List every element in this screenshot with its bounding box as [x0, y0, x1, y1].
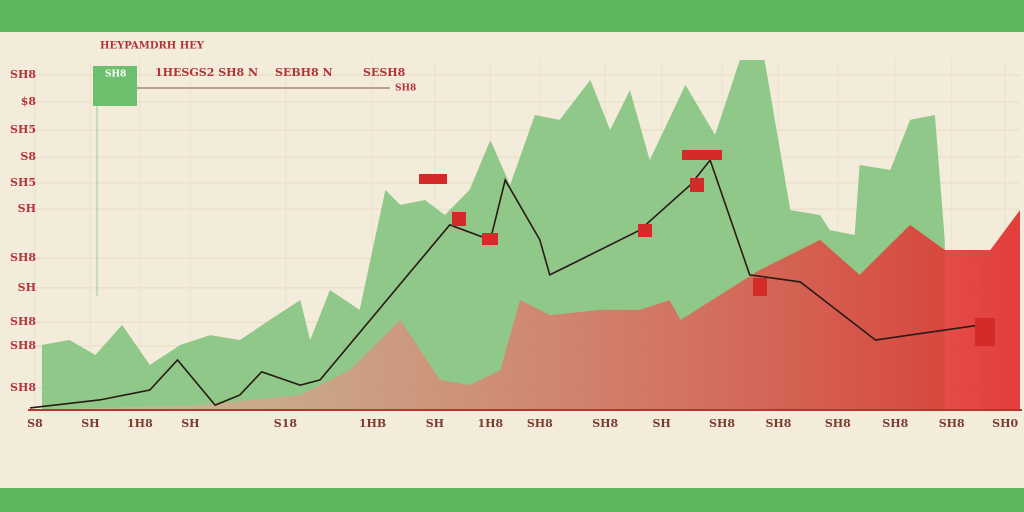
y-tick-label: SH8 — [10, 315, 36, 328]
y-tick-label: SH — [18, 202, 36, 215]
x-tick-label: SH8 — [765, 417, 791, 430]
y-tick-label: SH8 — [10, 381, 36, 394]
x-tick-label: 1HB — [359, 417, 386, 430]
x-tick-label: SH8 — [939, 417, 965, 430]
annotation: 1HESGS2 SH8 N — [155, 66, 258, 79]
x-tick-label: SH8 — [527, 417, 553, 430]
x-tick-label: SH — [181, 417, 199, 430]
annotation: SH8 — [105, 70, 126, 80]
area — [30, 210, 1020, 410]
plot — [29, 60, 1020, 410]
annotation: SEBH8 N — [275, 66, 333, 79]
decor-markers — [419, 150, 995, 346]
y-tick-label: SH5 — [10, 123, 36, 136]
x-tick-label: SH8 — [882, 417, 908, 430]
line — [29, 158, 981, 409]
chart-title: HEYPAMDRH HEY — [100, 41, 205, 52]
x-tick-label: SH — [81, 417, 99, 430]
y-tick-label: SH8 — [10, 339, 36, 352]
x-tick-label: S18 — [274, 417, 298, 430]
x-tick-label: SH8 — [709, 417, 735, 430]
x-tick-label: S8 — [27, 417, 43, 430]
x-tick-label: SH0 — [992, 417, 1018, 430]
x-tick-label: SH8 — [825, 417, 851, 430]
y-tick-label: S8 — [20, 150, 36, 163]
x-tick-label: 1H8 — [127, 417, 153, 430]
y-tick-label: SH — [18, 281, 36, 294]
y-tick-label: SH8 — [10, 68, 36, 81]
top-band — [0, 0, 1024, 32]
x-tick-label: SH — [652, 417, 670, 430]
annotation: SESH8 — [363, 66, 406, 79]
x-tick-label: 1H8 — [477, 417, 503, 430]
bottom-band — [0, 488, 1024, 512]
y-tick-label: SH5 — [10, 176, 36, 189]
annotation: SH8 — [395, 84, 416, 94]
x-tick-label: SH8 — [592, 417, 618, 430]
y-tick-label: $8 — [21, 95, 37, 108]
legend-swatch — [93, 66, 137, 106]
x-tick-label: SH — [426, 417, 444, 430]
y-tick-label: SH8 — [10, 251, 36, 264]
